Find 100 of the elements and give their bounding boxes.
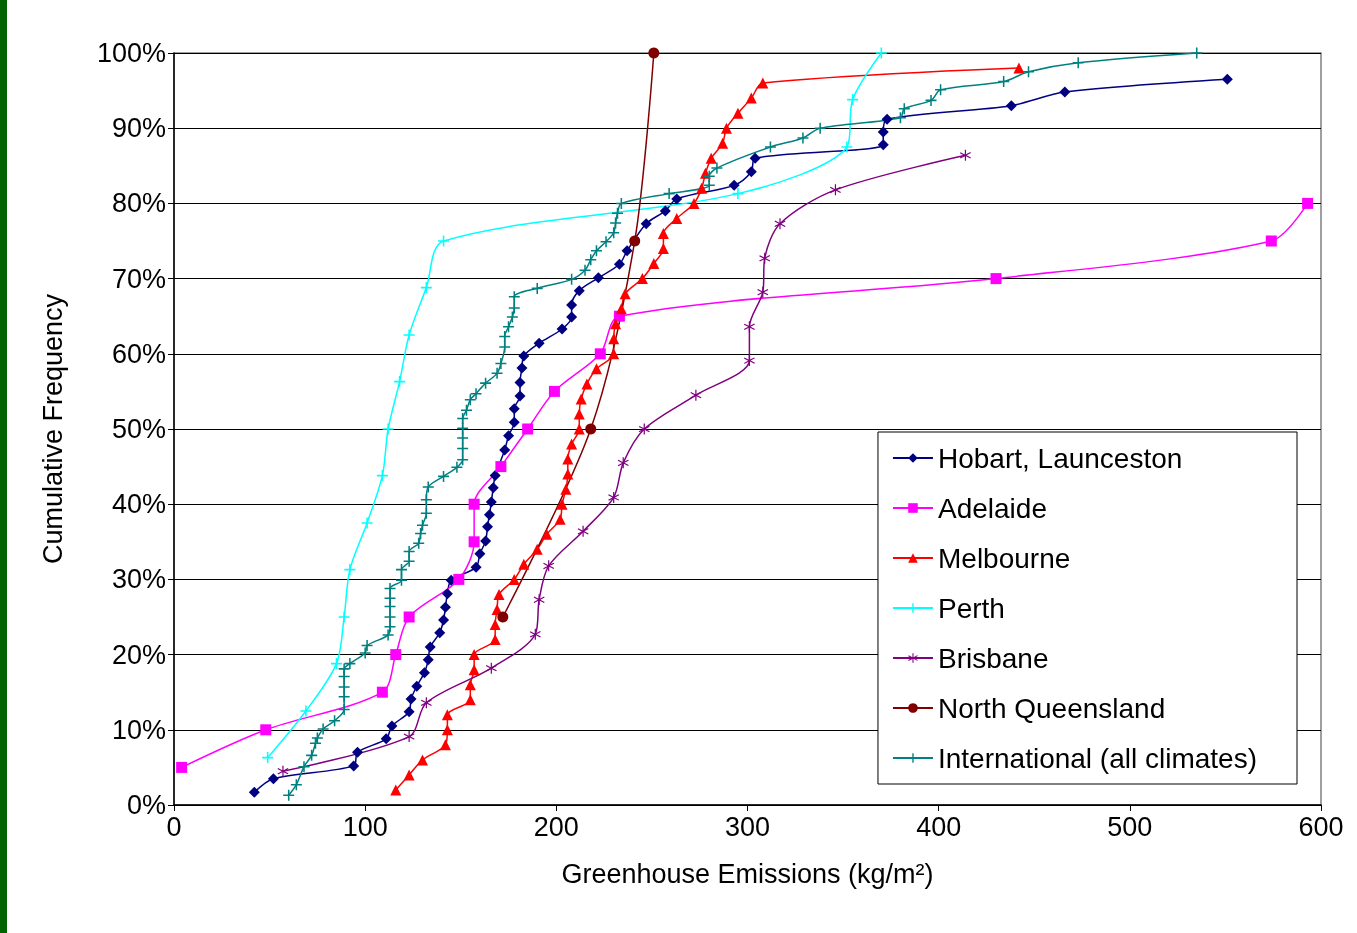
point — [608, 348, 620, 360]
x-tick-label: 200 — [533, 811, 579, 842]
point — [522, 423, 534, 435]
point — [875, 47, 887, 59]
point — [657, 227, 669, 239]
legend-label: Brisbane — [937, 642, 1049, 674]
point — [648, 258, 660, 270]
point — [403, 769, 415, 781]
point — [1059, 86, 1071, 98]
point — [562, 468, 574, 480]
point — [608, 333, 620, 345]
point — [543, 560, 555, 572]
point — [1302, 197, 1314, 209]
point — [503, 430, 515, 442]
point — [648, 47, 660, 59]
point — [508, 573, 520, 585]
point — [671, 212, 683, 224]
point — [959, 149, 971, 161]
point — [248, 786, 260, 798]
point — [480, 535, 492, 547]
point — [745, 92, 757, 104]
point — [613, 258, 625, 270]
point — [541, 528, 553, 540]
point — [514, 376, 526, 388]
point — [468, 649, 480, 661]
point — [608, 491, 620, 503]
point — [386, 720, 398, 732]
point — [441, 588, 453, 600]
point — [380, 733, 392, 745]
point — [573, 285, 585, 297]
point — [493, 588, 505, 600]
x-tick-label: 600 — [1298, 811, 1344, 842]
point — [556, 323, 568, 335]
point — [439, 601, 451, 613]
point — [464, 679, 476, 691]
point — [566, 311, 578, 323]
point — [405, 693, 417, 705]
point — [581, 378, 593, 390]
point — [516, 362, 528, 374]
point — [566, 299, 578, 311]
point — [743, 321, 755, 333]
point — [508, 403, 520, 415]
point — [617, 457, 629, 469]
point — [577, 525, 589, 537]
point — [418, 667, 430, 679]
point — [717, 137, 729, 149]
point — [573, 408, 585, 420]
point — [705, 152, 717, 164]
point — [774, 218, 786, 230]
x-tick-label: 300 — [724, 811, 771, 842]
point — [548, 385, 560, 397]
point — [277, 765, 289, 777]
point — [382, 423, 394, 435]
point — [881, 113, 893, 125]
point — [176, 761, 188, 773]
point — [411, 680, 423, 692]
point — [470, 561, 482, 573]
point — [483, 509, 495, 521]
y-tick-label: 20% — [111, 639, 166, 670]
point — [420, 697, 432, 709]
y-tick-label: 40% — [111, 489, 166, 520]
point — [441, 709, 453, 721]
point — [482, 521, 494, 533]
point — [990, 273, 1002, 285]
point — [592, 272, 604, 284]
x-tick-label: 400 — [916, 811, 962, 842]
point — [348, 760, 360, 772]
point — [260, 724, 272, 736]
point — [690, 389, 702, 401]
y-tick-label: 30% — [111, 564, 166, 595]
point — [489, 619, 501, 631]
point — [554, 513, 566, 525]
point — [403, 611, 415, 623]
point — [438, 235, 450, 247]
point — [533, 337, 545, 349]
point — [732, 188, 744, 200]
point — [533, 594, 545, 606]
point — [749, 152, 761, 164]
point — [499, 444, 511, 456]
point — [518, 558, 530, 570]
point — [390, 784, 402, 796]
point — [566, 438, 578, 450]
point — [441, 724, 453, 736]
y-tick-label: 80% — [111, 188, 166, 219]
point — [434, 627, 446, 639]
point — [585, 423, 597, 435]
point — [696, 182, 708, 194]
point — [300, 705, 312, 717]
point — [497, 611, 509, 623]
point — [531, 543, 543, 555]
point — [424, 641, 436, 653]
point — [732, 107, 744, 119]
point — [629, 235, 641, 247]
point — [575, 393, 587, 405]
y-axis-title: Cumulative Frequency — [37, 293, 68, 565]
point — [829, 184, 841, 196]
point — [638, 423, 650, 435]
legend-label: International (all climates) — [937, 742, 1258, 774]
x-axis-title: Greenhouse Emissions (kg/m²) — [561, 858, 934, 889]
y-tick-label: 0% — [126, 790, 166, 820]
